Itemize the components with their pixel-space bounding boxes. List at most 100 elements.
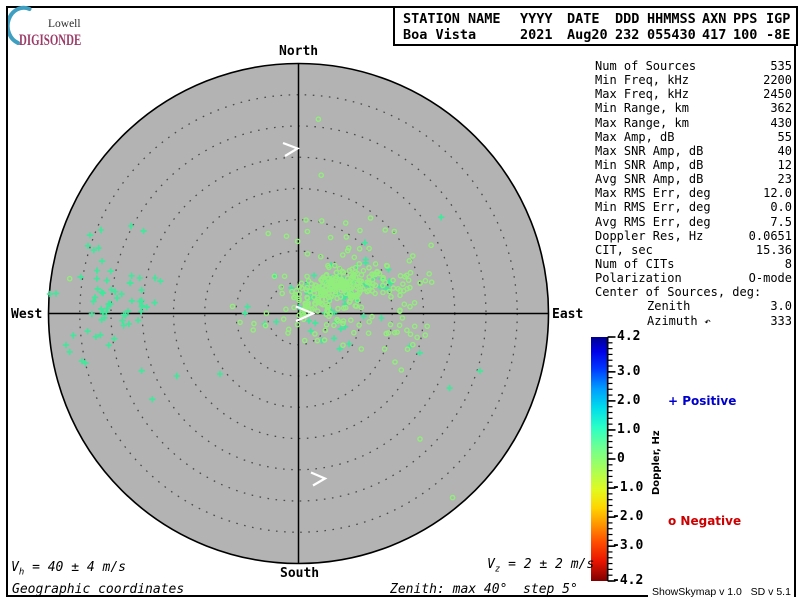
stat-value: 12 (777, 157, 792, 172)
stat-row-cit-sec: CIT, sec 15.36 (595, 243, 792, 257)
version-separator (742, 586, 751, 598)
zenith-scale-label: Zenith: max 40° step 5° (390, 582, 578, 597)
stat-value: 362 (770, 101, 792, 116)
header-col-label: AXN (702, 11, 727, 27)
stat-value: 40 (777, 143, 792, 158)
stat-label: Max Amp, dB (595, 129, 675, 144)
colorbar-tick-label: -3.0 (612, 538, 644, 554)
header-col-value: -8E (766, 27, 791, 43)
header-col-value: 100 (733, 27, 758, 43)
stat-value: 3.0 (770, 299, 792, 314)
stat-label: Avg RMS Err, deg (595, 214, 711, 229)
stat-label: Azimuth ↶ (647, 313, 711, 328)
coordinate-system-label: Geographic coordinates (12, 582, 185, 597)
header-col-label: IGP (766, 11, 791, 27)
stat-label: Num of Sources (595, 59, 697, 73)
vh-symbol: V (11, 560, 19, 575)
stat-label: Polarization (595, 271, 682, 286)
stat-value: 2450 (763, 87, 792, 102)
direction-arrow-icon (310, 471, 328, 487)
colorbar-tick-label: 0 (617, 451, 625, 466)
stat-value: O-mode (748, 271, 792, 286)
stat-label: Min Freq, kHz (595, 73, 689, 88)
stat-label: Max SNR Amp, dB (595, 143, 704, 158)
stat-row-max-range-km: Max Range, km 430 (595, 116, 792, 130)
stat-row-polarization: Polarization O-mode (595, 271, 792, 285)
header-col-value: 2021 (520, 27, 553, 43)
colorbar-tick-label: 2.0 (617, 392, 641, 408)
vz-subscript: z (494, 564, 501, 575)
header-col-label: PPS (733, 11, 758, 27)
stat-label: Max Range, km (595, 115, 689, 130)
vh-subscript: h (18, 567, 25, 578)
stat-label: Center of Sources, deg: (595, 285, 762, 300)
header-col-value: 055430 (647, 27, 696, 43)
stat-row-zenith: Zenith 3.0 (595, 299, 792, 313)
colorbar-tick-scale (606, 336, 616, 582)
colorbar-tick-label: 3.0 (617, 363, 641, 379)
compass-label-east: East (552, 307, 584, 322)
stat-row-min-rms-err-deg: Min RMS Err, deg 0.0 (595, 200, 792, 214)
compass-label-north: North (279, 44, 319, 59)
stat-label: Num of CITs (595, 256, 675, 271)
stat-label: Avg SNR Amp, dB (595, 172, 704, 187)
header-col-label: STATION NAME (403, 11, 501, 27)
stat-row-azimuth: Azimuth ↶ 333 (595, 314, 792, 328)
stat-value: 333 (770, 313, 792, 328)
statistics-panel: Num of Sources 535 Min Freq, kHz 2200 Max Fr… (595, 59, 792, 328)
stat-value: 12.0 (763, 186, 792, 201)
direction-arrow-icon (282, 141, 301, 157)
header-col-value: 417 (702, 27, 727, 43)
digisonde-arc-icon (5, 5, 32, 45)
vh-value: = 40 ± 4 m/s (24, 560, 126, 575)
vz-value: = 2 ± 2 m/s (500, 557, 595, 572)
stat-label: Doppler Res, Hz (595, 228, 704, 243)
header-col-label: YYYY (520, 11, 553, 27)
stat-row-num-of-sources: Num of Sources 535 (595, 59, 792, 73)
stat-row-max-freq-khz: Max Freq, kHz 2450 (595, 87, 792, 101)
colorbar-tick-label: -1.0 (612, 480, 644, 496)
stat-value: 23 (777, 172, 792, 187)
colorbar-axis-title: Doppler, Hz (651, 430, 662, 495)
header-col-label: DDD (615, 11, 640, 27)
stat-label: Max Freq, kHz (595, 87, 689, 102)
stat-row-avg-snr-amp-db: Avg SNR Amp, dB 23 (595, 172, 792, 186)
stat-label: Min RMS Err, deg (595, 200, 711, 215)
stat-row-avg-rms-err-deg: Avg RMS Err, deg 7.5 (595, 215, 792, 229)
legend-positive: + Positive (668, 394, 737, 408)
stat-value: 2200 (763, 73, 792, 88)
stat-value: 535 (770, 59, 792, 73)
stat-label: Min SNR Amp, dB (595, 157, 704, 172)
compass-label-west: West (11, 307, 43, 322)
stat-value: 15.36 (755, 242, 792, 257)
stat-row-min-freq-khz: Min Freq, kHz 2200 (595, 73, 792, 87)
stat-value: 55 (777, 129, 792, 144)
direction-arrow-icon (295, 305, 316, 323)
header-col-value: Boa Vista (403, 27, 477, 43)
station-header-box (393, 6, 798, 46)
colorbar-tick-label: 1.0 (617, 421, 641, 437)
header-col-label: HHMMSS (647, 11, 696, 27)
stat-row-num-of-cits: Num of CITs 8 (595, 257, 792, 271)
logo-text-digisonde: DIGISONDE (19, 32, 82, 49)
header-col-value: 232 (615, 27, 640, 43)
stat-row-max-snr-amp-db: Max SNR Amp, dB 40 (595, 144, 792, 158)
lowell-digisonde-logo: Lowell DIGISONDE (5, 0, 118, 52)
stat-row-min-range-km: Min Range, km 362 (595, 101, 792, 115)
app-version-label: ShowSkymap v 1.0 SD v 5.1 (648, 586, 794, 599)
stat-value: 430 (770, 115, 792, 130)
stat-value: 7.5 (770, 214, 792, 229)
legend-negative: o Negative (668, 514, 742, 528)
logo-text-lowell: Lowell (48, 18, 81, 30)
stat-row-max-amp-db: Max Amp, dB 55 (595, 130, 792, 144)
vertical-velocity-readout: Vz = 2 ± 2 m/s (487, 557, 594, 575)
stat-row-center-of-sources-deg: Center of Sources, deg: (595, 285, 792, 299)
stat-value: 8 (784, 256, 792, 271)
colorbar-tick-label: -4.2 (612, 573, 644, 588)
compass-label-south: South (280, 566, 320, 581)
doppler-colorbar (591, 337, 607, 581)
stat-row-doppler-res-hz: Doppler Res, Hz 0.0651 (595, 229, 792, 243)
stat-label: Max RMS Err, deg (595, 186, 711, 201)
app-version: ShowSkymap v 1.0 (652, 586, 742, 598)
